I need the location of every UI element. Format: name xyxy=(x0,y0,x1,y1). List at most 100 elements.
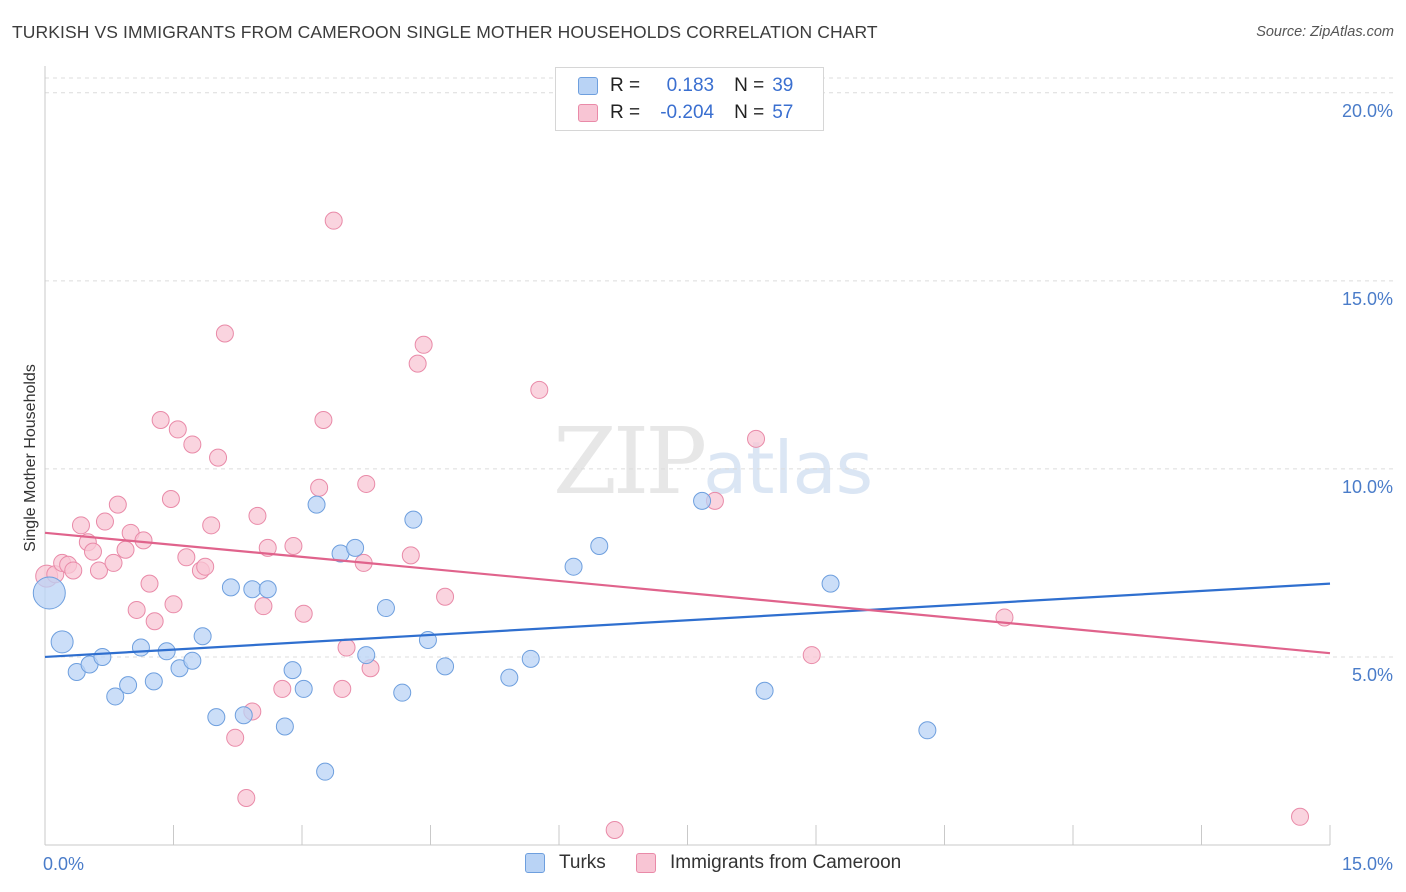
turks-point xyxy=(693,491,712,510)
bottom-legend-label: Turks xyxy=(559,852,606,873)
bottom-legend-turks[interactable]: Turks xyxy=(525,852,606,874)
turks-point xyxy=(436,657,455,676)
y-tick-label: 15.0% xyxy=(1342,289,1393,309)
cameroon-point xyxy=(202,516,221,535)
turks-points xyxy=(32,491,937,781)
turks-point xyxy=(590,537,609,556)
cameroon-point xyxy=(802,646,821,665)
legend-r-value: -0.204 xyxy=(660,102,715,123)
x-tick-label-min: 0.0% xyxy=(43,854,84,874)
legend-r-label: R = xyxy=(610,102,641,123)
turks-point xyxy=(404,510,423,529)
cameroon-point xyxy=(436,587,455,606)
chart-title: TURKISH VS IMMIGRANTS FROM CAMEROON SING… xyxy=(12,22,878,42)
trend-lines xyxy=(44,531,1331,659)
turks-point xyxy=(221,578,240,597)
turks-point xyxy=(119,676,138,695)
bottom-swatch-cameroon xyxy=(636,853,656,873)
cameroon-point xyxy=(226,728,245,747)
cameroon-point xyxy=(258,538,277,557)
turks-point xyxy=(500,668,519,687)
watermark-zip: ZIP xyxy=(553,408,707,515)
x-tick-labels: 0.0% 15.0% xyxy=(43,854,1393,874)
turks-point xyxy=(918,721,937,740)
cameroon-point xyxy=(145,612,164,631)
cameroon-point xyxy=(64,561,83,580)
cameroon-point xyxy=(140,574,159,593)
cameroon-point xyxy=(71,516,90,535)
turks-point xyxy=(207,708,226,727)
y-tick-label: 20.0% xyxy=(1342,101,1393,121)
cameroon-point xyxy=(83,542,102,561)
turks-point xyxy=(564,557,583,576)
cameroon-point xyxy=(284,537,303,556)
bottom-swatch-turks xyxy=(525,853,545,873)
turks-point xyxy=(316,762,335,781)
cameroon-point xyxy=(108,495,127,514)
watermark: ZIPatlas xyxy=(553,408,873,515)
cameroon-point xyxy=(151,411,170,430)
turks-point xyxy=(393,683,412,702)
cameroon-point xyxy=(89,561,108,580)
watermark-atlas: atlas xyxy=(703,426,873,510)
legend-swatch-turks xyxy=(578,77,598,95)
turks-point xyxy=(821,574,840,593)
cameroon-point xyxy=(273,679,292,698)
y-axis-label: Single Mother Households xyxy=(22,364,39,552)
legend: R = 0.183 N = 39 R = -0.204 N = 57 xyxy=(555,67,824,131)
legend-n-value: 57 xyxy=(772,102,794,123)
legend-row-cameroon: R = -0.204 N = 57 xyxy=(578,100,793,126)
legend-r-value: 0.183 xyxy=(666,75,715,96)
cameroon-points xyxy=(35,211,1310,839)
cameroon-point xyxy=(134,531,153,550)
cameroon-point xyxy=(209,448,228,467)
cameroon-point xyxy=(310,478,329,497)
cameroon-point xyxy=(324,211,343,230)
cameroon-point xyxy=(294,604,313,623)
turks-point xyxy=(183,651,202,670)
turks-point xyxy=(376,599,395,618)
cameroon-point xyxy=(164,595,183,614)
cameroon-point xyxy=(183,435,202,454)
legend-row-turks: R = 0.183 N = 39 xyxy=(578,73,793,99)
cameroon-point xyxy=(168,420,187,439)
cameroon-point xyxy=(248,506,267,525)
turks-point xyxy=(357,646,376,665)
y-tick-label: 5.0% xyxy=(1352,665,1393,685)
turks-point xyxy=(93,647,112,666)
cameroon-point xyxy=(254,597,273,616)
cameroon-point xyxy=(196,557,215,576)
cameroon-point xyxy=(314,411,333,430)
turks-point xyxy=(144,672,163,691)
axes xyxy=(44,66,1331,846)
cameroon-point xyxy=(1291,807,1310,826)
cameroon-point xyxy=(104,553,123,572)
turks-point xyxy=(131,638,150,657)
source-label: Source: ZipAtlas.com xyxy=(1256,24,1394,40)
turks-point xyxy=(294,679,313,698)
cameroon-point xyxy=(333,679,352,698)
y-tick-labels: 5.0% 10.0% 15.0% 20.0% xyxy=(1342,101,1393,685)
cameroon-trend-line xyxy=(44,531,1331,655)
cameroon-point xyxy=(747,429,766,448)
legend-n-label: N = xyxy=(734,75,765,96)
bottom-legend-cameroon[interactable]: Immigrants from Cameroon xyxy=(636,852,901,874)
turks-point xyxy=(32,576,66,610)
legend-n-label: N = xyxy=(734,102,765,123)
cameroon-point xyxy=(357,474,376,493)
grid-lines xyxy=(45,77,1393,658)
turks-point xyxy=(755,681,774,700)
turks-point xyxy=(275,717,294,736)
turks-point xyxy=(283,661,302,680)
turks-point xyxy=(243,580,262,599)
turks-point xyxy=(234,706,253,725)
legend-r-label: R = xyxy=(610,75,641,96)
cameroon-point xyxy=(95,512,114,531)
cameroon-point xyxy=(116,540,135,559)
turks-point xyxy=(346,538,365,557)
cameroon-point xyxy=(605,820,624,839)
y-tick-label: 10.0% xyxy=(1342,477,1393,497)
cameroon-point xyxy=(530,380,549,399)
cameroon-point xyxy=(337,638,356,657)
turks-trend-line xyxy=(44,582,1331,659)
